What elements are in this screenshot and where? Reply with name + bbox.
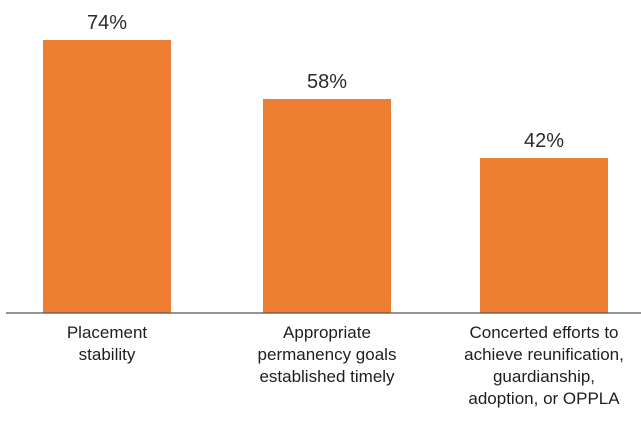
category-label-3: Concerted efforts to achieve reunificatio…: [464, 323, 624, 408]
category-label-3-line-1: Concerted efforts to: [470, 323, 619, 342]
value-label-3: 42%: [524, 130, 564, 152]
bar-1: [43, 40, 171, 313]
category-label-3-line-4: adoption, or OPPLA: [468, 389, 620, 408]
value-label-2: 58%: [307, 71, 347, 93]
value-label-1: 74%: [87, 12, 127, 34]
category-labels-group: Placement stability Appropriate permanency …: [67, 323, 624, 408]
category-label-2-line-1: Appropriate: [283, 323, 371, 342]
category-label-1-line-2: stability: [79, 345, 136, 364]
category-label-2: Appropriate permanency goals established t…: [258, 323, 397, 386]
category-label-3-line-3: guardianship,: [493, 367, 595, 386]
category-label-1-line-1: Placement: [67, 323, 148, 342]
category-label-3-line-2: achieve reunification,: [464, 345, 624, 364]
category-label-2-line-3: established timely: [259, 367, 395, 386]
category-label-1: Placement stability: [67, 323, 148, 364]
bar-2: [263, 99, 391, 313]
bar-3: [480, 158, 608, 313]
value-labels-group: 74% 58% 42%: [87, 12, 564, 152]
bars-group: [43, 40, 608, 313]
category-label-2-line-2: permanency goals: [258, 345, 397, 364]
